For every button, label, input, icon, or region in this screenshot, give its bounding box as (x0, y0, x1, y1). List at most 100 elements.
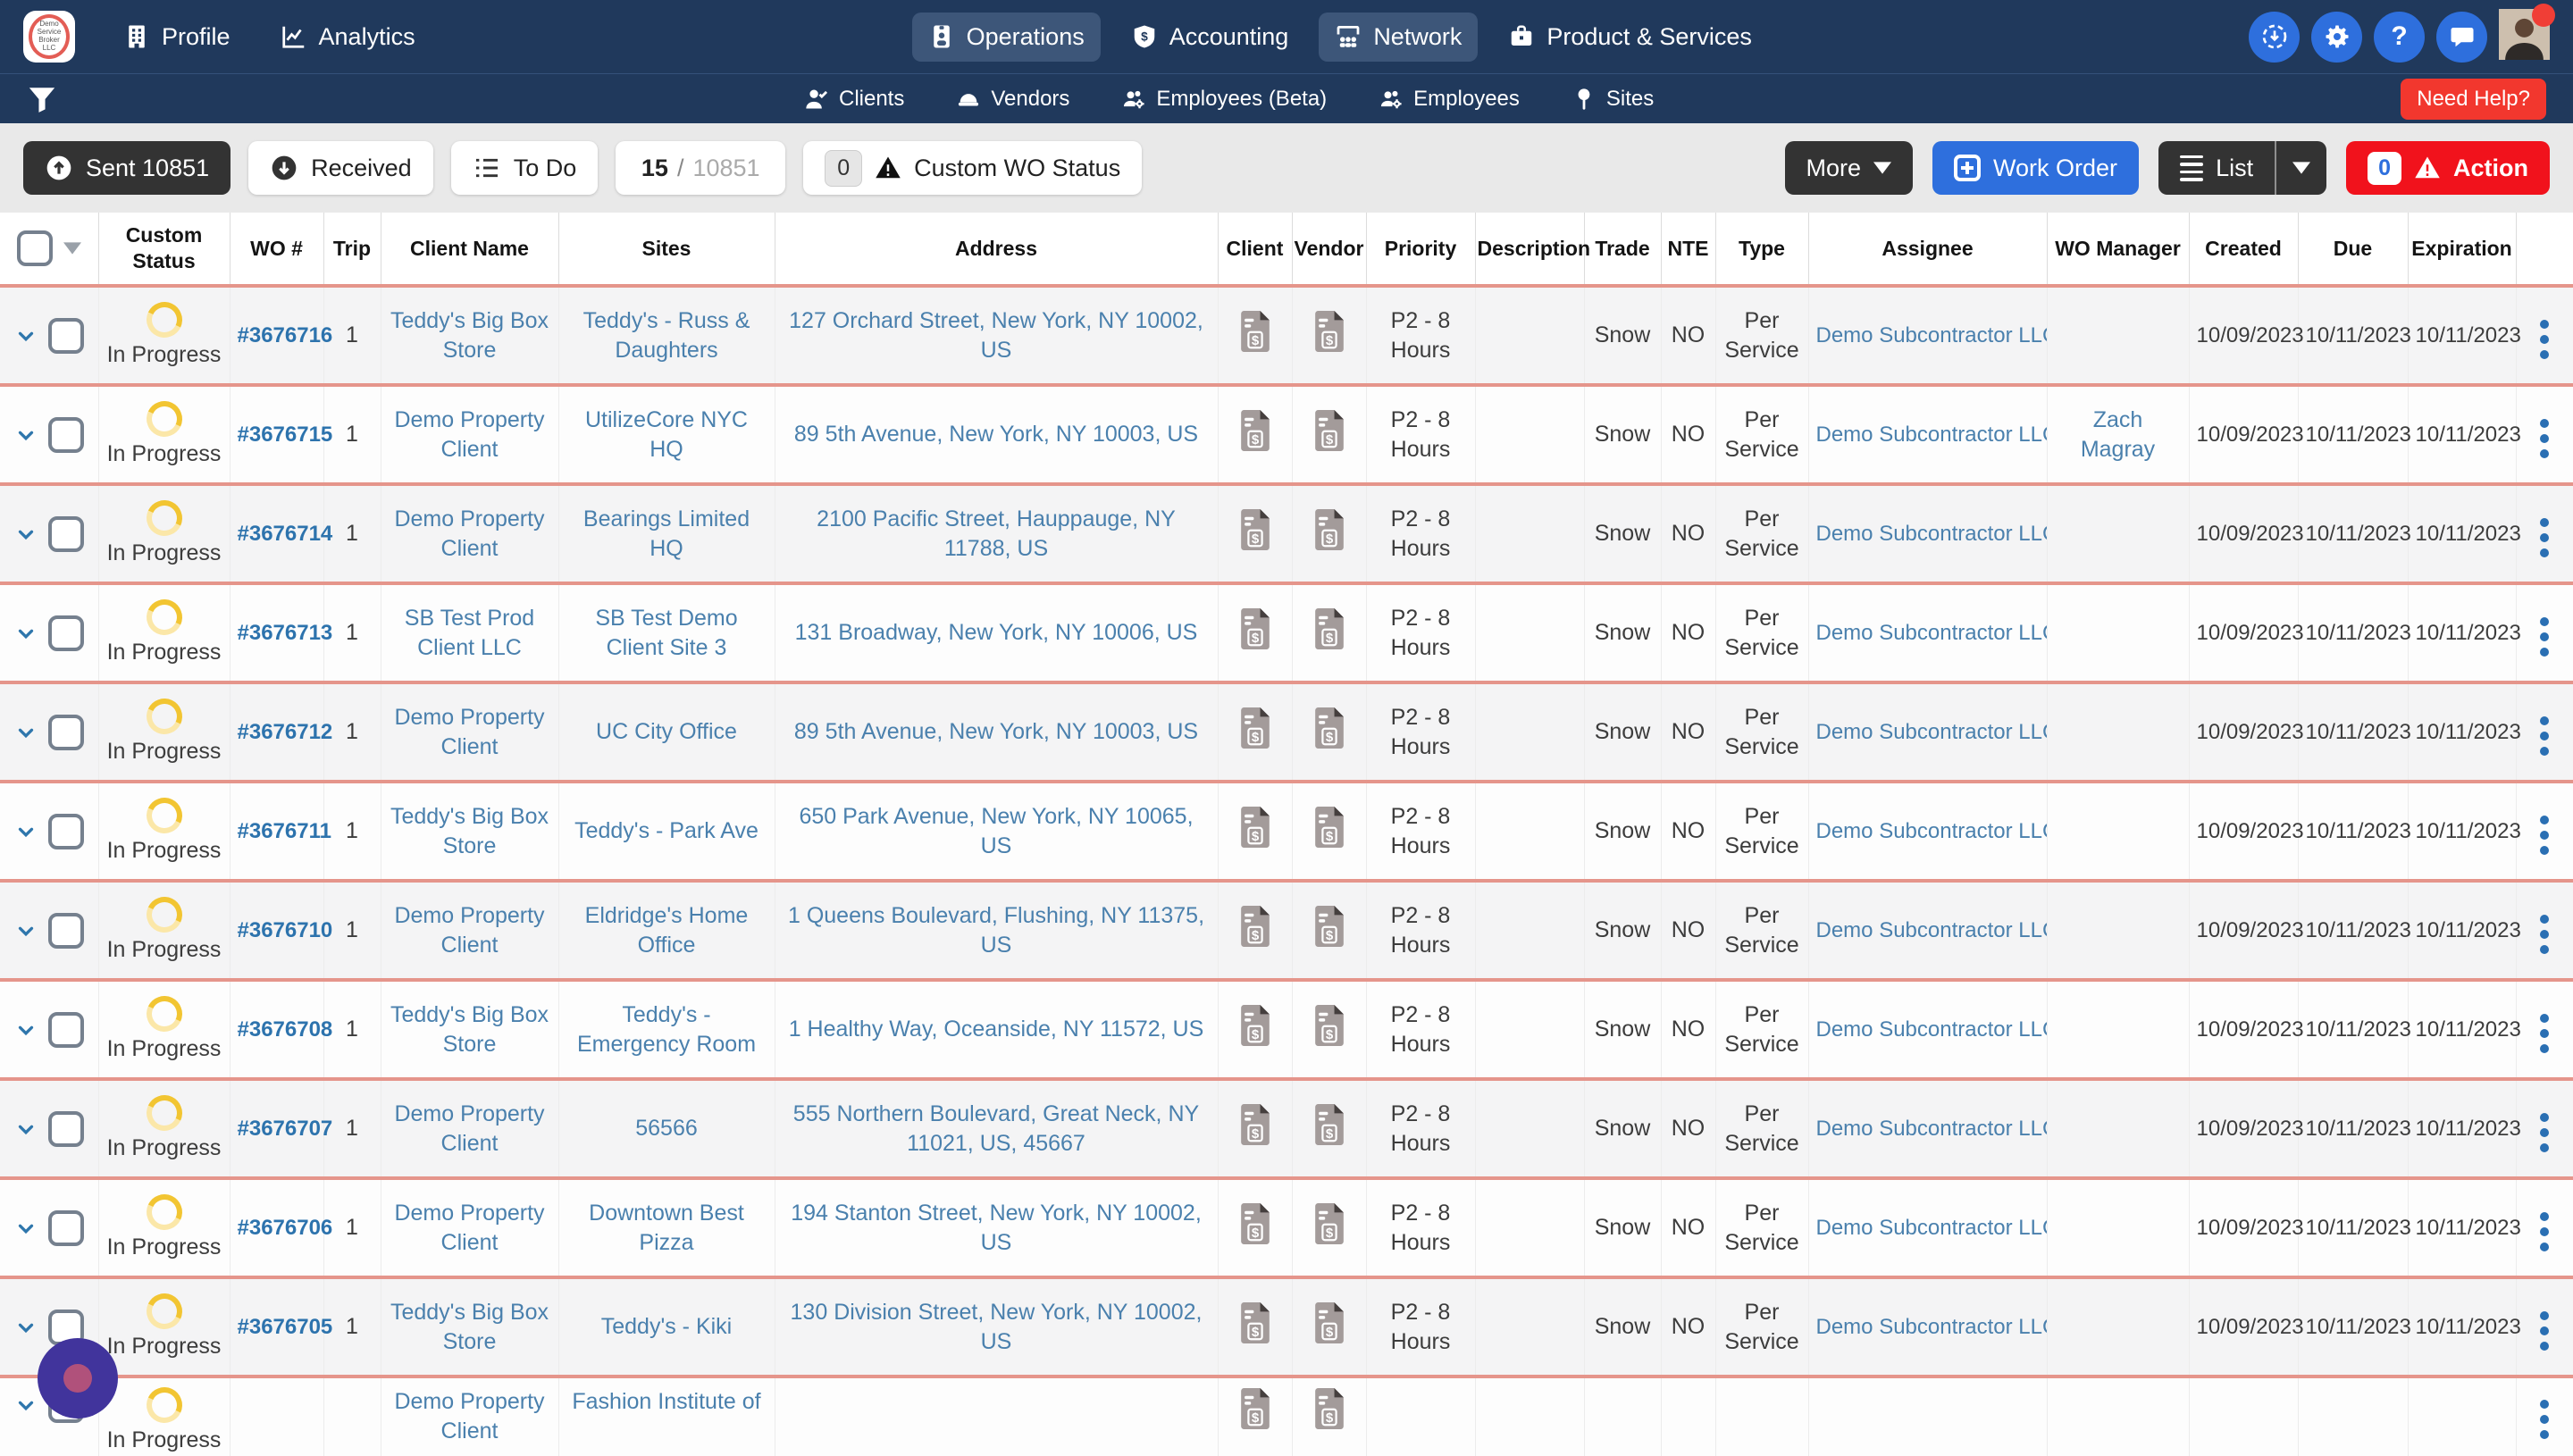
col-header-trip[interactable]: Trip (323, 213, 381, 286)
sent-tab-button[interactable]: Sent 10851 (23, 141, 231, 195)
row-checkbox[interactable] (47, 317, 84, 354)
row-menu-button[interactable] (2535, 909, 2554, 959)
expand-chevron-icon[interactable] (14, 721, 38, 744)
col-header-priority[interactable]: Priority (1366, 213, 1476, 286)
row-checkbox[interactable] (47, 515, 84, 552)
site-link[interactable]: Bearings Limited HQ (582, 506, 750, 561)
client-invoice-icon[interactable]: $ (1238, 1004, 1272, 1050)
client-name-link[interactable]: Teddy's Big Box Store (390, 308, 549, 363)
company-logo[interactable]: Demo Service Broker LLC (23, 11, 75, 63)
assignee-link[interactable]: Demo Subcontractor LLC (1815, 917, 2047, 942)
vendor-invoice-icon[interactable]: $ (1312, 508, 1346, 554)
client-name-link[interactable]: Teddy's Big Box Store (390, 804, 549, 858)
site-link[interactable]: Downtown Best Pizza (589, 1201, 744, 1255)
todo-tab-button[interactable]: To Do (450, 141, 599, 195)
col-header-wo-manager[interactable]: WO Manager (2047, 213, 2190, 286)
address-link[interactable]: 127 Orchard Street, New York, NY 10002, … (789, 308, 1203, 363)
row-checkbox[interactable] (47, 615, 84, 651)
assignee-link[interactable]: Demo Subcontractor LLC (1815, 1017, 2047, 1042)
expand-chevron-icon[interactable] (14, 324, 38, 347)
row-menu-button[interactable] (2535, 414, 2554, 464)
add-work-order-button[interactable]: Work Order (1932, 141, 2140, 195)
col-header-vendor[interactable]: Vendor (1292, 213, 1367, 286)
vendor-invoice-icon[interactable]: $ (1312, 409, 1346, 455)
expand-chevron-icon[interactable] (14, 919, 38, 942)
client-invoice-icon[interactable]: $ (1238, 707, 1272, 752)
wo-number-link[interactable]: #3676714 (237, 522, 333, 547)
subnav-employees-beta[interactable]: Employees (Beta) (1121, 87, 1327, 112)
wo-number-link[interactable]: #3676705 (237, 1315, 333, 1340)
expand-chevron-icon[interactable] (14, 820, 38, 843)
assignee-link[interactable]: Demo Subcontractor LLC (1815, 818, 2047, 843)
vendor-invoice-icon[interactable]: $ (1312, 1387, 1346, 1433)
vendor-invoice-icon[interactable]: $ (1312, 905, 1346, 950)
expand-chevron-icon[interactable] (14, 1117, 38, 1141)
received-tab-button[interactable]: Received (248, 141, 433, 195)
client-invoice-icon[interactable]: $ (1238, 607, 1272, 653)
address-link[interactable]: 89 5th Avenue, New York, NY 10003, US (793, 719, 1199, 745)
subnav-vendors[interactable]: Vendors (956, 87, 1069, 112)
row-checkbox[interactable] (47, 813, 84, 849)
assignee-link[interactable]: Demo Subcontractor LLC (1815, 719, 2047, 744)
assignee-link[interactable]: Demo Subcontractor LLC (1815, 620, 2047, 645)
client-name-link[interactable]: Demo Property Client (394, 1201, 545, 1255)
expand-chevron-icon[interactable] (14, 523, 38, 546)
site-link[interactable]: Eldridge's Home Office (584, 903, 749, 958)
row-checkbox[interactable] (47, 1011, 84, 1048)
client-invoice-icon[interactable]: $ (1238, 310, 1272, 356)
site-link[interactable]: UtilizeCore NYC HQ (585, 407, 748, 462)
site-link[interactable]: Fashion Institute of (572, 1389, 761, 1414)
wo-number-link[interactable]: #3676708 (237, 1017, 333, 1042)
col-header-type[interactable]: Type (1715, 213, 1809, 286)
expand-chevron-icon[interactable] (14, 622, 38, 645)
assignee-link[interactable]: Demo Subcontractor LLC (1815, 521, 2047, 546)
col-header-client-name[interactable]: Client Name (381, 213, 559, 286)
site-link[interactable]: Teddy's - Emergency Room (576, 1002, 757, 1057)
chat-launcher-button[interactable] (38, 1338, 118, 1418)
col-header-expiration[interactable]: Expiration (2408, 213, 2517, 286)
filter-button[interactable] (27, 84, 57, 114)
row-menu-button[interactable] (2535, 711, 2554, 761)
vendor-invoice-icon[interactable]: $ (1312, 607, 1346, 653)
client-name-link[interactable]: Demo Property Client (394, 407, 545, 462)
row-menu-button[interactable] (2535, 810, 2554, 860)
wo-manager-link[interactable]: Zach Magray (2080, 407, 2156, 462)
vendor-invoice-icon[interactable]: $ (1312, 806, 1346, 851)
row-checkbox[interactable] (47, 714, 84, 750)
list-view-button[interactable]: List (2158, 141, 2275, 195)
address-link[interactable]: 650 Park Avenue, New York, NY 10065, US (799, 804, 1194, 858)
site-link[interactable]: Teddy's - Park Ave (574, 818, 758, 844)
wo-number-link[interactable]: #3676707 (237, 1117, 333, 1142)
assignee-link[interactable]: Demo Subcontractor LLC (1815, 1116, 2047, 1141)
client-invoice-icon[interactable]: $ (1238, 409, 1272, 455)
client-invoice-icon[interactable]: $ (1238, 1103, 1272, 1149)
wo-number-link[interactable]: #3676706 (237, 1216, 333, 1241)
custom-wo-status-button[interactable]: 0 Custom WO Status (803, 141, 1143, 195)
row-menu-button[interactable] (2535, 1394, 2554, 1444)
address-link[interactable]: 1 Queens Boulevard, Flushing, NY 11375, … (787, 903, 1205, 958)
row-menu-button[interactable] (2535, 612, 2554, 662)
client-name-link[interactable]: Demo Property Client (394, 705, 545, 759)
user-avatar[interactable] (2499, 4, 2555, 64)
wo-number-link[interactable]: #3676712 (237, 720, 333, 745)
client-name-link[interactable]: Teddy's Big Box Store (390, 1002, 549, 1057)
vendor-invoice-icon[interactable]: $ (1312, 1301, 1346, 1347)
address-link[interactable]: 2100 Pacific Street, Hauppauge, NY 11788… (817, 506, 1176, 561)
expand-chevron-icon[interactable] (14, 423, 38, 447)
client-name-link[interactable]: SB Test Prod Client LLC (404, 606, 535, 660)
select-all-checkbox[interactable] (16, 230, 53, 266)
subnav-sites[interactable]: Sites (1571, 87, 1654, 112)
client-name-link[interactable]: Demo Property Client (394, 903, 545, 958)
client-name-link[interactable]: Teddy's Big Box Store (390, 1300, 549, 1354)
subnav-clients[interactable]: Clients (804, 87, 904, 112)
vendor-invoice-icon[interactable]: $ (1312, 707, 1346, 752)
nav-analytics[interactable]: Analytics (264, 13, 432, 62)
help-button[interactable]: ? (2374, 11, 2425, 63)
vendor-invoice-icon[interactable]: $ (1312, 1004, 1346, 1050)
row-menu-button[interactable] (2535, 1008, 2554, 1059)
col-header-due[interactable]: Due (2298, 213, 2409, 286)
wo-number-link[interactable]: #3676715 (237, 423, 333, 448)
col-header-assignee[interactable]: Assignee (1808, 213, 2048, 286)
col-header-address[interactable]: Address (775, 213, 1219, 286)
wo-number-link[interactable]: #3676711 (237, 819, 331, 844)
